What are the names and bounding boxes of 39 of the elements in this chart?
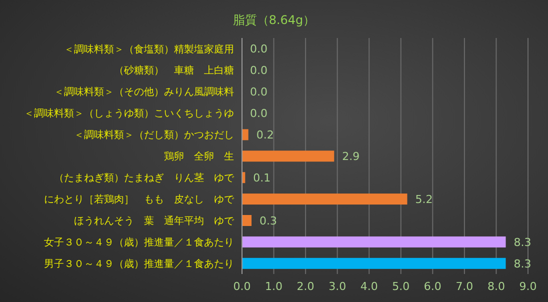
x-tick-label: 6.0 [424,280,442,293]
x-tick-label: 2.0 [296,280,314,293]
y-tick-label: 鶏卵 全卵 生 [164,150,234,163]
data-label: 0.3 [260,214,278,228]
y-tick-label: （砂糖類） 車糖 上白糖 [114,64,234,77]
y-tick-label: ＜調味料類＞（その他）みりん風調味料 [54,86,234,98]
data-label: 0.0 [250,107,268,120]
y-tick-label: 女子３０～４９（歳）推進量／１食あたり [44,236,234,248]
bar [242,258,506,269]
data-label: 0.0 [250,42,268,56]
data-label: 8.3 [514,257,532,270]
data-label: 0.0 [250,64,268,78]
y-tick-label: ほうれんそう 葉 通年平均 ゆで [74,214,235,227]
y-tick-label: にわとり［若鶏肉］ もも 皮なし ゆで [44,193,235,206]
data-label: 8.3 [514,236,532,249]
y-tick-label: 男子３０～４９（歳）推進量／１食あたり [44,258,234,270]
data-label: 0.2 [256,128,274,142]
y-tick-label: （たまねぎ類）たまねぎ りん茎 ゆで [54,172,235,184]
y-tick-label: ＜調味料類＞（しょうゆ類）こいくちしょうゆ [24,108,234,120]
chart-title: 脂質（8.64g） [232,12,316,29]
x-tick-label: 0.0 [233,280,251,293]
bar [242,194,408,205]
bar [242,150,334,162]
x-tick-label: 8.0 [487,280,505,293]
y-tick-label: ＜調味料類＞（だし類）かつおだし [74,129,234,142]
x-tick-label: 5.0 [392,280,410,293]
x-tick-label: 9.0 [519,280,537,293]
x-tick-label: 1.0 [265,280,283,293]
x-tick-label: 7.0 [456,280,474,293]
data-label: 2.9 [342,150,360,163]
x-tick-label: 4.0 [360,280,378,293]
bar [242,215,252,226]
x-tick-label: 3.0 [328,280,346,293]
data-label: 0.1 [253,171,271,184]
y-tick-label: ＜調味料類＞（食塩類）精製塩家庭用 [64,43,234,56]
data-label: 0.0 [250,86,268,99]
bar [242,129,248,140]
data-label: 5.2 [415,192,433,206]
bar [242,236,506,248]
